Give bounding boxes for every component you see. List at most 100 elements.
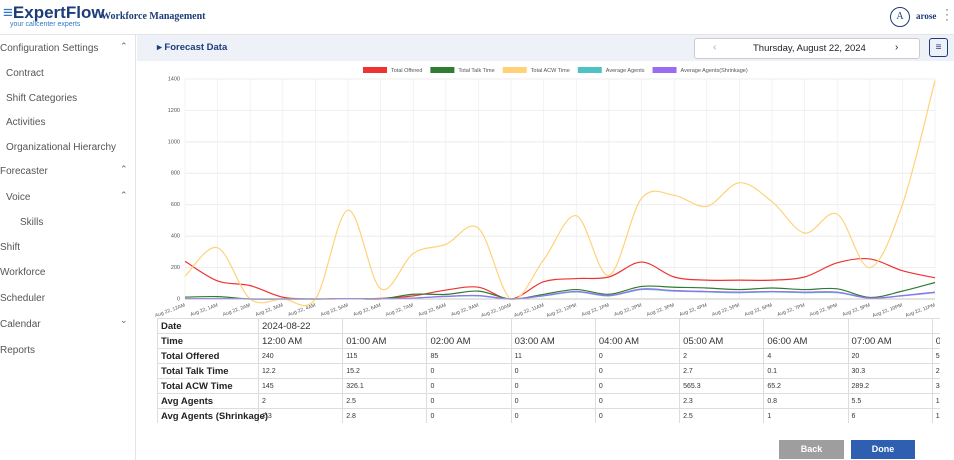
tagline: your callcenter experts xyxy=(10,21,81,28)
chevron[interactable]: ⌃ xyxy=(120,41,128,51)
value-cell: 326.1 xyxy=(342,378,428,394)
logo: ≡ExpertFlow xyxy=(3,3,105,22)
legend-swatch xyxy=(577,67,602,73)
value-cell: 240 xyxy=(257,348,344,364)
value-cell: 2 xyxy=(257,393,344,409)
date-cell: 2024-08-22 xyxy=(257,318,344,334)
y-tick-label: 0 xyxy=(177,296,180,302)
value-cell: 5.5 xyxy=(847,393,933,409)
logo-text: ExpertFlow xyxy=(12,3,105,22)
value-cell: 0 xyxy=(426,408,512,423)
legend-swatch xyxy=(363,67,387,73)
value-cell: 0 xyxy=(594,363,681,379)
y-tick-label: 1400 xyxy=(168,76,180,82)
value-cell: 2.5 xyxy=(679,408,765,423)
nav-item[interactable]: Contract xyxy=(6,68,44,79)
empty-cell xyxy=(594,318,681,334)
value-cell: 0 xyxy=(594,378,681,394)
prev-date[interactable]: ‹ xyxy=(713,42,717,53)
value-cell: 0.1 xyxy=(763,363,849,379)
table-row: Time 12:00 AM 01:00 AM 02:00 AM 03:00 AM 04:0… xyxy=(157,333,940,349)
x-tick-label: Aug 22, 1PM xyxy=(581,302,610,318)
table: Date 2024-08-22 Time 12:00 AM 01:00 AM 02:00 … xyxy=(157,318,940,423)
table-row: Total Offered24011585110242057 xyxy=(157,348,940,364)
value-cell: 347.9 xyxy=(931,378,940,394)
user-name: arose xyxy=(916,11,937,21)
nav-item[interactable]: Reports xyxy=(0,345,36,356)
series-line xyxy=(184,281,936,300)
value-cell: 57 xyxy=(931,348,940,364)
time-header: 08:00 AM xyxy=(931,333,940,349)
nav-item[interactable]: Workforce xyxy=(0,267,46,278)
x-tick-label: Aug 22, 10AM xyxy=(480,302,512,318)
x-tick-label: Aug 22, 12AM xyxy=(155,302,186,318)
value-cell: 17.3 xyxy=(931,408,940,423)
value-cell: 0.8 xyxy=(763,393,849,409)
value-cell: 12.2 xyxy=(257,363,344,379)
value-cell: 85 xyxy=(426,348,512,364)
x-tick-label: Aug 22, 7AM xyxy=(385,302,414,318)
data-table: Date 2024-08-22 Time 12:00 AM 01:00 AM 02:00 … xyxy=(157,318,940,423)
nav-item[interactable]: Calendar xyxy=(0,319,41,330)
value-cell: 115 xyxy=(342,348,428,364)
avatar[interactable]: A xyxy=(890,7,910,27)
nav-item[interactable]: Shift Categories xyxy=(6,93,78,104)
value-cell: 30.3 xyxy=(847,363,933,379)
chevron[interactable]: ⌃ xyxy=(120,164,128,174)
value-cell: 0 xyxy=(426,378,512,394)
x-tick-label: Aug 22, 4PM xyxy=(679,302,708,318)
row-header: Avg Agents (Shrinkage) xyxy=(157,408,268,423)
section-title: Forecast Data xyxy=(164,42,228,53)
time-header: 12:00 AM xyxy=(257,333,344,349)
time-header: 02:00 AM xyxy=(426,333,512,349)
nav-item[interactable]: Voice xyxy=(6,192,31,203)
time-header: 05:00 AM xyxy=(679,333,765,349)
value-cell: 2.7 xyxy=(679,363,765,379)
nav-item[interactable]: Shift xyxy=(0,242,21,253)
filter-button[interactable]: ≡ xyxy=(929,38,948,57)
empty-cell xyxy=(931,318,940,334)
toolbar: ▸ Forecast Data ‹ Thursday, August 22, 2… xyxy=(137,35,954,61)
nav-item[interactable]: Organizational Hierarchy xyxy=(6,142,117,153)
value-cell: 0 xyxy=(594,408,681,423)
nav-item[interactable]: Activities xyxy=(6,117,46,128)
next-date[interactable]: › xyxy=(895,42,899,53)
value-cell: 0 xyxy=(594,393,681,409)
value-cell: 20 xyxy=(847,348,933,364)
time-header: 06:00 AM xyxy=(763,333,849,349)
header: ≡ExpertFlow your callcenter experts Work… xyxy=(0,0,954,35)
value-cell: 0 xyxy=(510,378,596,394)
value-cell: 29.3 xyxy=(931,363,940,379)
y-tick-label: 400 xyxy=(171,234,180,240)
nav-item[interactable]: Forecaster xyxy=(0,166,48,177)
empty-cell xyxy=(763,318,849,334)
empty-cell xyxy=(342,318,428,334)
legend-label: Total Talk Time xyxy=(458,68,494,74)
menu-icon[interactable]: · · · xyxy=(945,2,949,26)
time-header: 01:00 AM xyxy=(342,333,428,349)
x-tick-label: Aug 22, 7PM xyxy=(776,302,805,318)
value-cell: 2.3 xyxy=(679,393,765,409)
chevron[interactable]: ⌃ xyxy=(120,190,128,200)
chevron[interactable]: ⌄ xyxy=(120,315,128,325)
nav-item[interactable]: Scheduler xyxy=(0,293,46,304)
nav-item[interactable]: Configuration Settings xyxy=(0,43,99,54)
x-tick-label: Aug 22, 5PM xyxy=(711,302,740,318)
value-cell: 2.3 xyxy=(257,408,344,423)
x-tick-label: Aug 22, 6AM xyxy=(353,302,382,318)
x-tick-label: Aug 22, 3PM xyxy=(646,302,675,318)
legend-label: Average Agents(Shrinkage) xyxy=(681,68,748,74)
legend-swatch xyxy=(430,67,455,73)
date-label[interactable]: Thursday, August 22, 2024 xyxy=(753,43,866,54)
x-tick-label: Aug 22, 11AM xyxy=(513,302,544,318)
value-cell: 0 xyxy=(426,363,512,379)
section-toggle[interactable]: ▸ Forecast Data xyxy=(157,42,228,53)
value-cell: 145 xyxy=(257,378,344,394)
nav-item[interactable]: Skills xyxy=(20,217,44,228)
back-button[interactable]: Back xyxy=(779,440,844,459)
value-cell: 65.2 xyxy=(763,378,849,394)
value-cell: 0 xyxy=(510,393,596,409)
done-button[interactable]: Done xyxy=(851,440,915,459)
